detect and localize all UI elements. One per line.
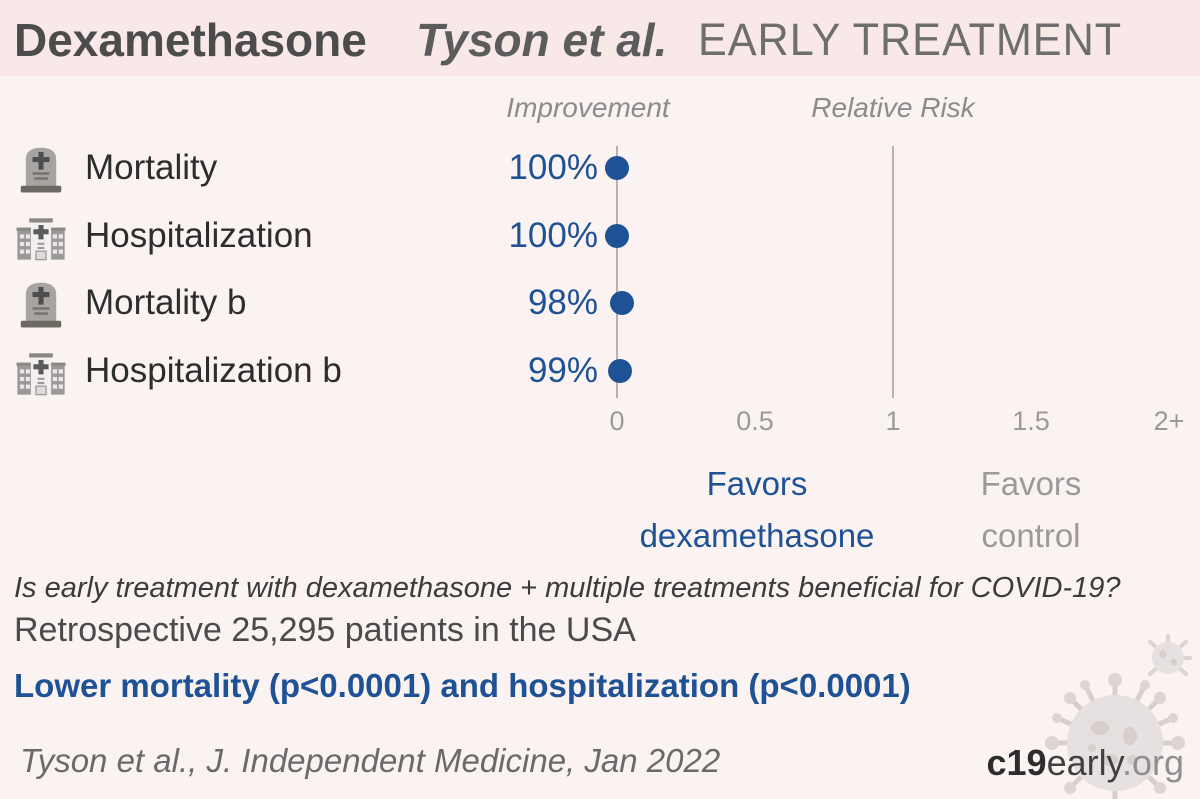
virus-watermark-icon bbox=[1045, 634, 1192, 799]
reference-line-one bbox=[892, 146, 894, 398]
study-population: Retrospective 25,295 patients in the USA bbox=[14, 611, 636, 649]
treatment-stage-title: EARLY TREATMENT bbox=[698, 14, 1123, 65]
improvement-value: 98% bbox=[527, 283, 598, 322]
site-logo-c19: c19 bbox=[986, 742, 1047, 783]
axis-tick-15: 1.5 bbox=[1012, 406, 1050, 436]
site-logo-org: .org bbox=[1121, 742, 1184, 783]
study-result: Lower mortality (p<0.0001) and hospitali… bbox=[14, 667, 911, 704]
data-point-mortality bbox=[605, 156, 629, 180]
axis-tick-1: 1 bbox=[885, 406, 901, 436]
axis-tick-2plus: 2+ bbox=[1153, 406, 1185, 436]
study-question: Is early treatment with dexamethasone + … bbox=[14, 572, 1121, 604]
site-logo: c19early.org bbox=[987, 742, 1184, 784]
axis-tick-05: 0.5 bbox=[736, 406, 774, 436]
row-label-mortality: Mortality bbox=[85, 148, 218, 187]
axis-tick-0: 0 bbox=[609, 406, 625, 436]
data-point-hospitalization bbox=[605, 224, 629, 248]
favors-treatment-line1: Favors bbox=[706, 465, 808, 502]
improvement-value: 100% bbox=[508, 148, 598, 187]
tombstone-icon bbox=[20, 282, 62, 328]
site-logo-early: early bbox=[1046, 742, 1122, 783]
row-label-hospitalization-b: Hospitalization b bbox=[85, 351, 342, 390]
drug-title: Dexamethasone bbox=[14, 14, 367, 66]
favors-control-label: Favors control bbox=[881, 458, 1181, 562]
favors-treatment-label: Favors dexamethasone bbox=[607, 458, 907, 562]
favors-treatment-line2: dexamethasone bbox=[639, 517, 875, 554]
hospital-icon bbox=[16, 218, 66, 261]
header-band: Dexamethasone Tyson et al. EARLY TREATME… bbox=[0, 0, 1200, 76]
tombstone-icon bbox=[20, 147, 62, 193]
column-header-improvement: Improvement bbox=[506, 92, 670, 123]
row-label-mortality-b: Mortality b bbox=[85, 283, 247, 322]
data-point-hospitalization-b bbox=[608, 359, 632, 383]
favors-control-line1: Favors bbox=[980, 465, 1082, 502]
data-point-mortality-b bbox=[610, 291, 634, 315]
reference-line-zero bbox=[616, 146, 618, 398]
column-header-relative-risk: Relative Risk bbox=[811, 92, 975, 123]
improvement-value: 100% bbox=[508, 216, 598, 255]
study-title: Tyson et al. bbox=[416, 14, 668, 66]
citation-text: Tyson et al., J. Independent Medicine, J… bbox=[20, 742, 721, 779]
improvement-value: 99% bbox=[527, 351, 598, 390]
hospital-icon bbox=[16, 353, 66, 396]
row-label-hospitalization: Hospitalization bbox=[85, 216, 313, 255]
favors-control-line2: control bbox=[981, 517, 1081, 554]
